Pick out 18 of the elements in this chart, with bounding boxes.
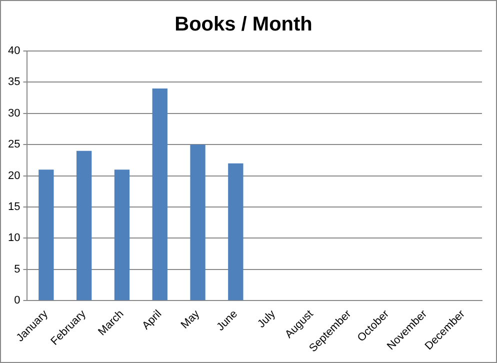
y-tick-label: 30 <box>8 107 20 120</box>
y-tick-label: 25 <box>8 138 20 151</box>
y-tick-label: 15 <box>8 201 20 214</box>
y-tick-label: 40 <box>8 45 20 58</box>
x-tick-label: May <box>178 308 202 332</box>
y-tick-label: 10 <box>8 232 20 244</box>
bar <box>114 170 130 300</box>
y-tick-label: 5 <box>14 263 20 276</box>
y-tick-label: 20 <box>8 170 20 182</box>
bar <box>190 144 206 300</box>
y-tick-label: 0 <box>14 294 20 307</box>
bar <box>76 150 92 300</box>
bar <box>152 88 168 300</box>
y-tick-label: 35 <box>8 76 20 88</box>
bar <box>38 170 54 300</box>
chart-title: Books / Month <box>174 14 312 36</box>
x-tick-label: July <box>256 308 278 330</box>
bar <box>228 163 244 300</box>
